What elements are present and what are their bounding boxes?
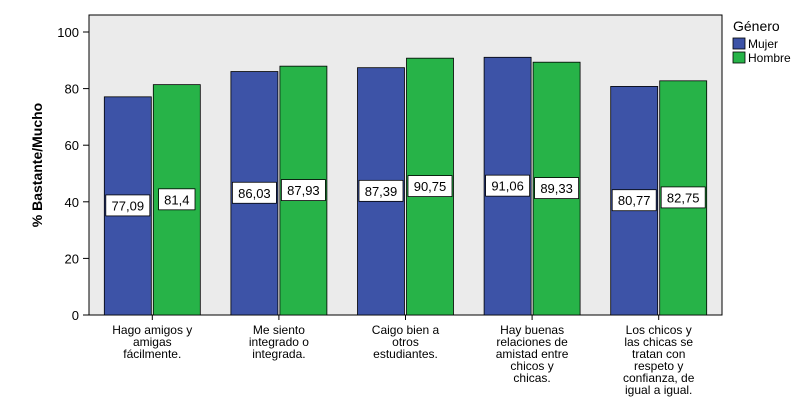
x-axis-labels: Hago amigos y amigas fácilmente. Me siento i… [112,315,695,397]
bars: 77,09 81,4 86,03 87,93 87,39 90,75 91,06 89,33 8… [103,56,708,316]
data-label-box [358,179,404,202]
data-label-box [485,174,531,197]
y-tick-label: 60 [65,138,79,153]
legend-swatch-hombre [732,51,746,64]
legend-label: Mujer [748,37,778,51]
x-tick-label: Caigo bien a otros estudiantes. [372,323,440,361]
data-label: 90,75 [414,179,447,194]
data-label: 80,77 [618,193,651,208]
x-tick-label: Hay buenas relaciones de amistad entre chic… [496,323,569,385]
y-tick-label: 80 [65,82,79,97]
y-tick-label: 40 [65,195,79,210]
data-label: 77,09 [112,198,145,213]
x-tick-label: Los chicos y las chicas se tratan con respe… [623,323,695,397]
data-label-box [158,188,196,211]
data-label: 91,06 [491,179,524,194]
data-label-box [660,186,706,209]
data-label: 89,33 [540,181,573,196]
data-label: 82,75 [667,190,700,205]
data-label-box [280,179,326,201]
legend-swatch-mujer [732,37,746,50]
y-axis: 0 20 40 60 80 100 [57,25,89,323]
data-label: 87,93 [287,183,320,198]
data-label-box [105,194,151,217]
x-tick-label: Hago amigos y amigas fácilmente. [112,323,192,361]
legend-label: Hombre [748,51,791,65]
data-label-box [231,181,277,204]
data-label-box [407,175,453,197]
y-tick-label: 0 [72,308,79,323]
data-label: 86,03 [238,186,271,201]
legend-title: Género [733,18,780,34]
x-tick-label: Me siento integrado o integrada. [249,323,309,361]
y-axis-title: % Bastante/Mucho [29,103,45,227]
data-label: 81,4 [164,192,189,207]
data-label-box [611,189,657,212]
y-tick-label: 100 [57,25,79,40]
data-label: 87,39 [365,184,398,199]
data-label-box [534,177,579,199]
y-tick-label: 20 [65,251,79,266]
